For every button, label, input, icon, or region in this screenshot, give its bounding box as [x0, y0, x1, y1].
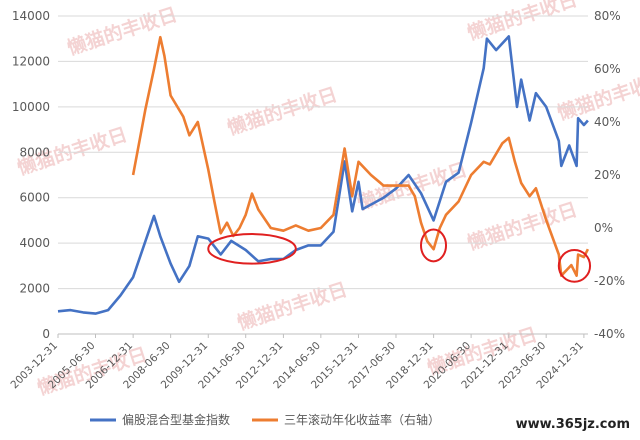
- site-label: www.365jz.com: [515, 417, 630, 432]
- watermark-text: 懒猫的丰收日: [464, 0, 580, 45]
- annotation-ellipse: [207, 233, 297, 265]
- watermark-text: 懒猫的丰收日: [224, 83, 340, 140]
- watermark-text: 懒猫的丰收日: [464, 198, 580, 255]
- y-left-tick-label: 12000: [12, 54, 50, 68]
- y-left-tick-label: 2000: [19, 282, 50, 296]
- y-right-tick-label: 0%: [594, 221, 613, 235]
- annotation-ellipse: [419, 228, 448, 263]
- y-right-tick-label: -40%: [594, 327, 625, 341]
- y-left-tick-label: 6000: [19, 191, 50, 205]
- y-right-tick-label: -20%: [594, 274, 625, 288]
- legend-label: 三年滚动年化收益率（右轴）: [284, 412, 440, 427]
- y-right-tick-label: 80%: [594, 9, 621, 23]
- y-left-tick-label: 10000: [12, 100, 50, 114]
- y-left-tick-label: 0: [42, 327, 50, 341]
- y-left-tick-label: 8000: [19, 145, 50, 159]
- watermark-text: 懒猫的丰收日: [234, 278, 350, 335]
- y-right-tick-label: 40%: [594, 115, 621, 129]
- series-line-fund-index: [57, 35, 589, 315]
- y-right-tick-label: 20%: [594, 168, 621, 182]
- series-line-rolling-return: [131, 35, 590, 277]
- y-right-tick-label: 60%: [594, 62, 621, 76]
- y-left-tick-label: 14000: [12, 9, 50, 23]
- y-left-tick-label: 4000: [19, 236, 50, 250]
- legend-label: 偏股混合型基金指数: [122, 412, 230, 427]
- annotation-ellipse: [557, 248, 592, 283]
